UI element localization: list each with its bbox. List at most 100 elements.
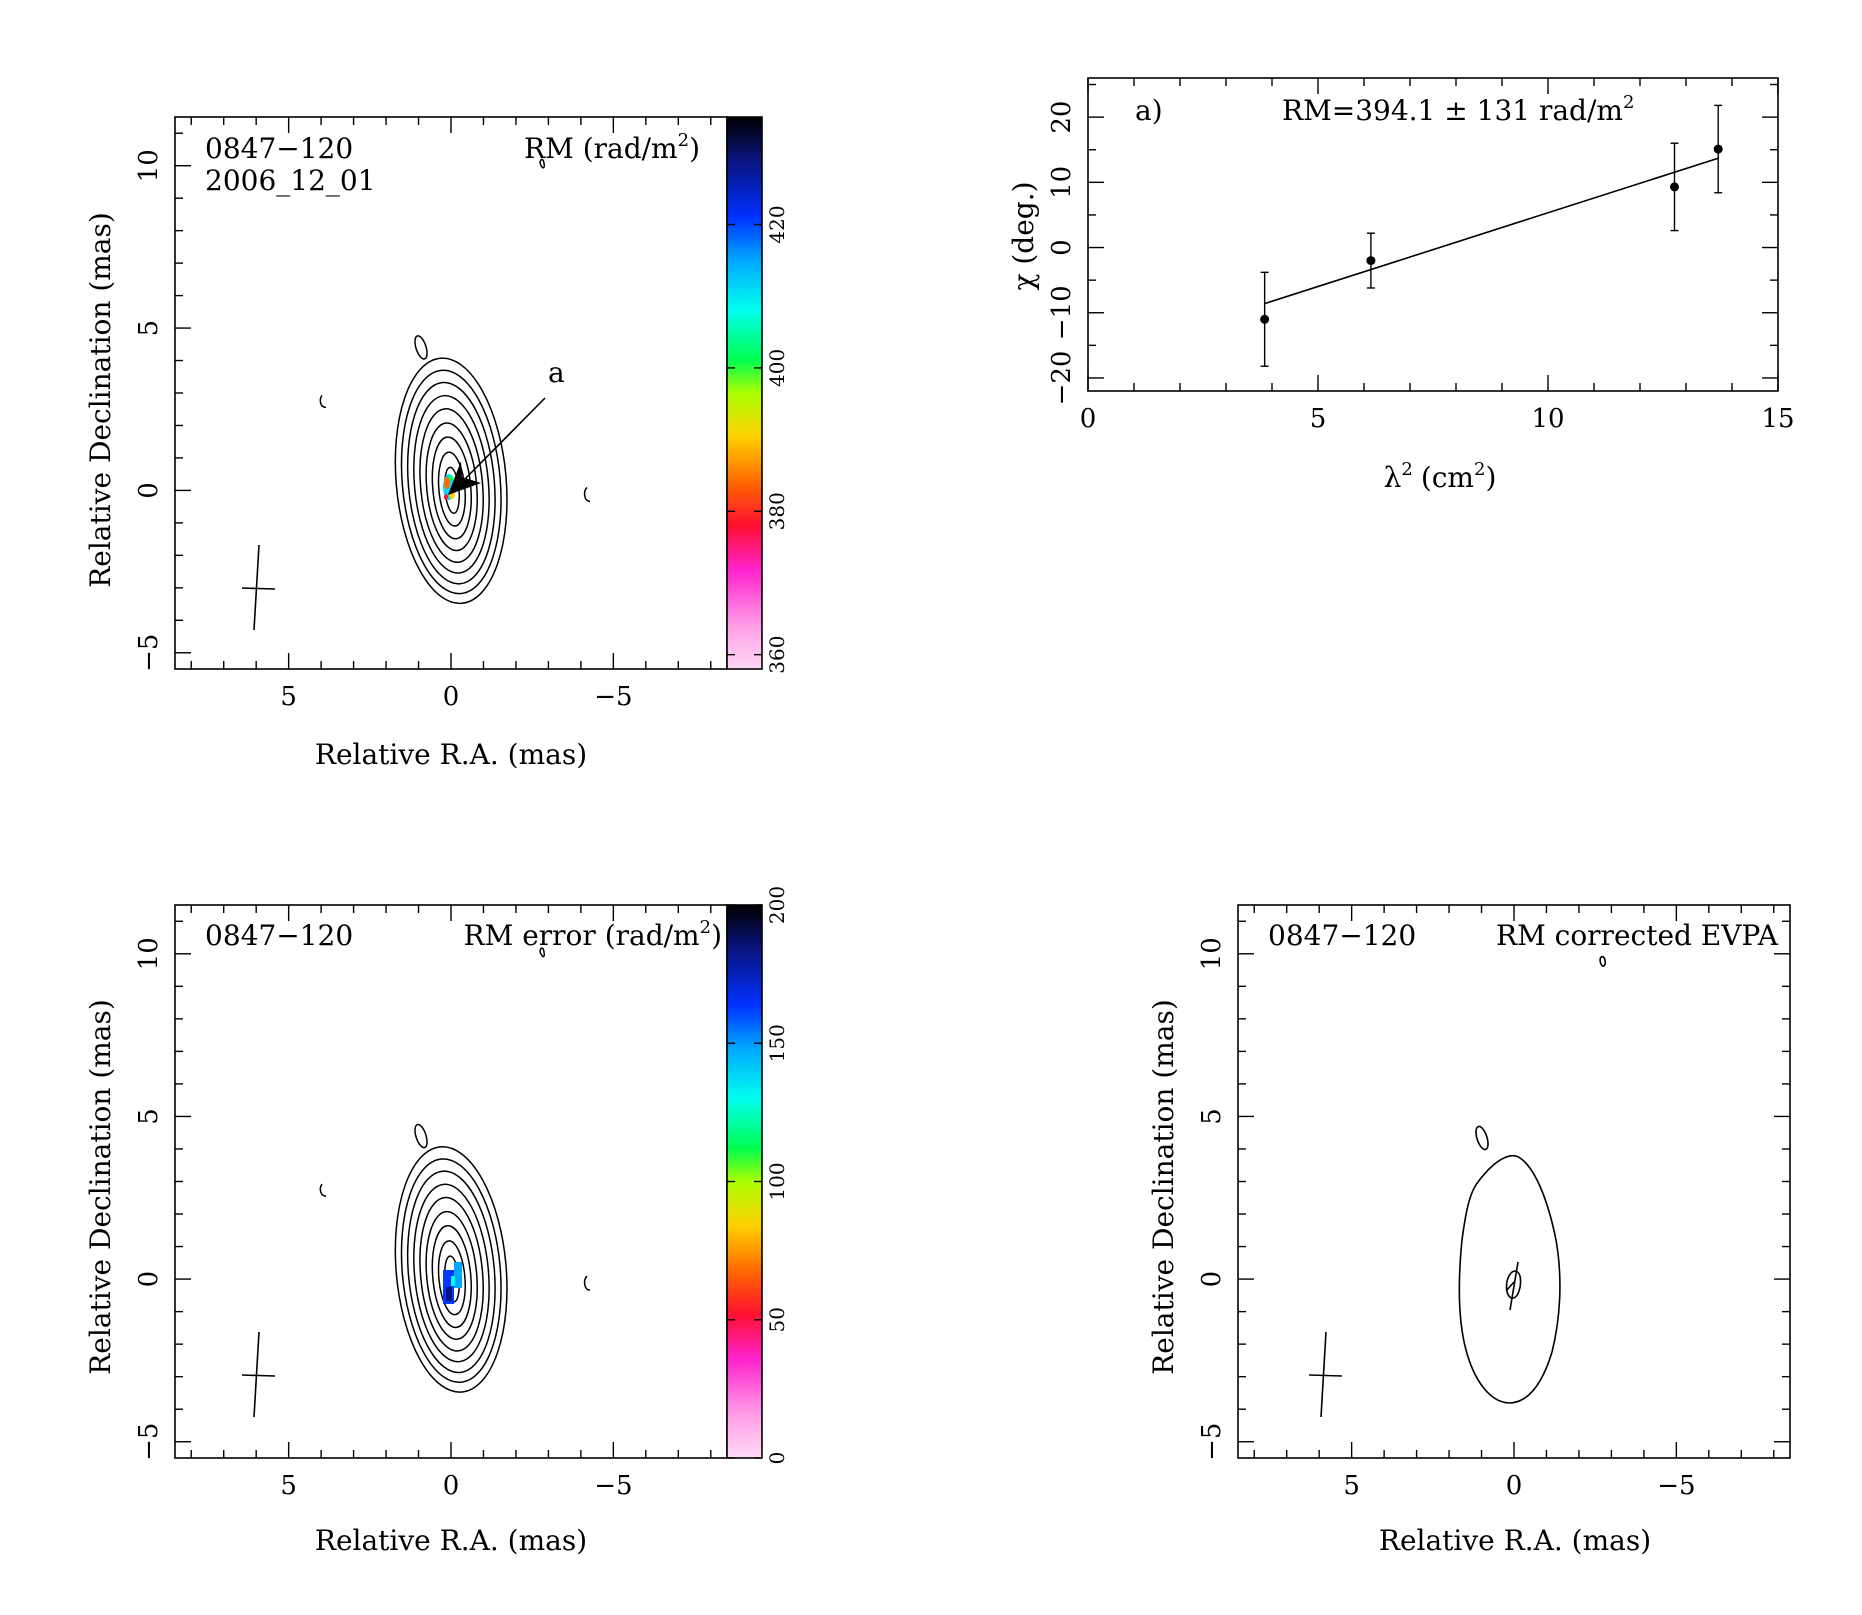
intensity-contours — [1458, 955, 1606, 1404]
plot-frame — [174, 116, 728, 670]
x-axis-label: Relative R.A. (mas) — [315, 738, 587, 771]
contour-level — [413, 1183, 490, 1363]
colorbar — [726, 116, 763, 670]
contour-level — [394, 1146, 508, 1393]
colorbar-tick-label: 400 — [765, 349, 789, 387]
beam-cross — [241, 1331, 276, 1418]
epoch-label: 2006_12_01 — [205, 164, 376, 197]
colorbar-tick-label: 420 — [765, 205, 789, 243]
plot-frame — [1087, 77, 1779, 392]
data-point — [1713, 144, 1723, 154]
colorbar-ticks: 360 380 400 420 — [727, 205, 789, 674]
fit-line — [1264, 157, 1719, 305]
x-axis-label: λ2 (cm2) — [1384, 459, 1497, 494]
contour-level — [419, 408, 484, 564]
x-tick-label: 15 — [1761, 404, 1794, 434]
colorbar-tick-label: 360 — [765, 636, 789, 674]
y-tick-label: 0 — [134, 482, 164, 499]
colorbar-tick-label: 150 — [765, 1024, 789, 1062]
contour-level — [425, 1210, 478, 1340]
y-tick-label: 0 — [1197, 1271, 1227, 1288]
map-title: RM error (rad/m2) — [464, 917, 722, 952]
fit-result: RM=394.1 ± 131 rad/m2 — [1282, 92, 1634, 127]
data-point — [1260, 314, 1270, 324]
x-tick-label: 5 — [1343, 1471, 1360, 1501]
data-point — [1670, 182, 1679, 192]
colorbar-tick-label: 0 — [765, 1452, 789, 1465]
axis-ticks: 0 5 10 15 −20 −10 0 10 20 — [1047, 78, 1795, 434]
y-tick-label: 10 — [134, 937, 164, 970]
y-tick-label: 5 — [1197, 1108, 1227, 1125]
contour-level — [419, 1196, 484, 1352]
y-tick-label: 0 — [1047, 239, 1077, 256]
panel-label: a) — [1135, 94, 1163, 127]
y-tick-label: 10 — [1047, 166, 1077, 199]
map-title: RM corrected EVPA — [1496, 919, 1779, 952]
x-tick-label: 5 — [280, 682, 297, 712]
source-name: 0847−120 — [205, 919, 353, 952]
contour-blob — [539, 947, 545, 958]
evpa-vectors — [1505, 1261, 1522, 1311]
y-axis-label: Relative Declination (mas) — [1147, 999, 1180, 1375]
colorbar-ticks: 0 50 100 150 200 — [727, 886, 789, 1464]
y-tick-label: −5 — [134, 1423, 164, 1461]
rm-map-panel: a 5 0 −5 −5 0 5 10 360 380 400 420 0847−120 2006_… — [84, 116, 789, 771]
data-points — [1260, 104, 1723, 367]
rm-fit-panel: 0 5 10 15 −20 −10 0 10 20 a) RM=394.1 ± 131 rad/… — [1007, 77, 1795, 494]
colorbar-tick-label: 100 — [765, 1162, 789, 1200]
x-tick-label: 10 — [1531, 404, 1564, 434]
contour-blob — [583, 486, 591, 503]
x-tick-label: −5 — [1657, 1471, 1695, 1501]
x-axis-label: Relative R.A. (mas) — [315, 1524, 587, 1557]
x-tick-label: 0 — [443, 682, 460, 712]
contour-blob — [414, 1123, 428, 1149]
colorbar-tick-label: 50 — [765, 1307, 789, 1332]
annotation-label-a: a — [548, 356, 565, 389]
x-axis-label: Relative R.A. (mas) — [1379, 1524, 1651, 1557]
contour-level — [400, 369, 502, 595]
axis-ticks: 5 0 −5 −5 0 5 10 — [134, 117, 712, 712]
contour-blob — [319, 394, 327, 409]
annotation-arrow — [448, 397, 546, 495]
beam-cross — [241, 544, 276, 631]
contour-blob — [414, 335, 428, 360]
y-tick-label: −10 — [1047, 285, 1077, 340]
contour-blob — [319, 1183, 327, 1197]
x-tick-label: 5 — [280, 1471, 297, 1501]
contour-level — [431, 1225, 472, 1329]
beam-cross — [1308, 1331, 1343, 1418]
y-tick-label: 5 — [134, 1108, 164, 1125]
y-tick-label: 0 — [134, 1271, 164, 1288]
x-tick-label: −5 — [594, 682, 632, 712]
y-tick-label: −5 — [134, 634, 164, 672]
y-tick-label: −5 — [1197, 1423, 1227, 1461]
contour-level — [413, 394, 490, 574]
x-tick-label: 5 — [1310, 404, 1327, 434]
data-point — [1366, 256, 1376, 266]
map-title: RM (rad/m2) — [524, 130, 700, 165]
x-tick-label: 0 — [1080, 404, 1097, 434]
intensity-contours — [319, 947, 591, 1393]
rm-error-color-spot — [443, 1262, 462, 1304]
contour-blob — [539, 158, 545, 169]
y-tick-label: 10 — [1197, 937, 1227, 970]
evpa-map-panel: 5 0 −5 −5 0 5 10 0847−120 RM corrected EVPA Re… — [1147, 904, 1791, 1557]
source-name: 0847−120 — [205, 132, 353, 165]
colorbar-tick-label: 200 — [765, 886, 789, 924]
x-tick-label: 0 — [443, 1471, 460, 1501]
contour-level — [394, 357, 508, 605]
y-tick-label: 5 — [134, 320, 164, 337]
x-tick-label: 0 — [1506, 1471, 1523, 1501]
contour-level — [406, 1170, 496, 1374]
contour-blob — [583, 1275, 591, 1291]
y-tick-label: 10 — [134, 149, 164, 182]
axis-ticks: 5 0 −5 −5 0 5 10 — [1197, 905, 1790, 1501]
contour-level — [437, 1240, 466, 1316]
source-name: 0847−120 — [1268, 919, 1416, 952]
y-axis-label: Relative Declination (mas) — [84, 999, 117, 1375]
x-tick-label: −5 — [594, 1471, 632, 1501]
colorbar-tick-label: 380 — [765, 492, 789, 530]
y-tick-label: −20 — [1047, 351, 1077, 406]
